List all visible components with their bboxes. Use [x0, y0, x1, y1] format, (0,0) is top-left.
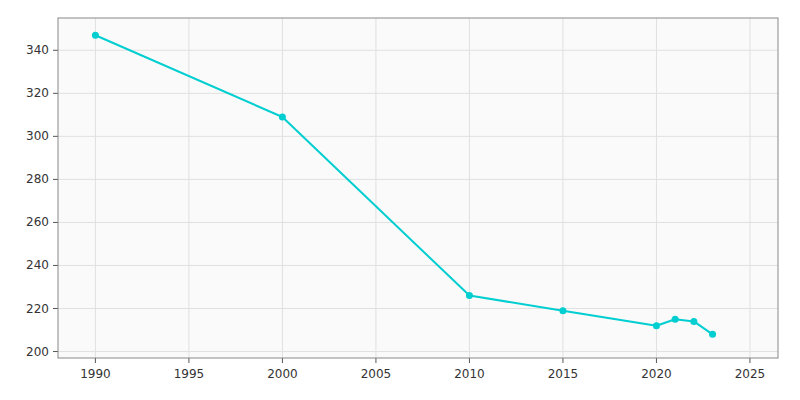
x-tick	[562, 358, 563, 363]
x-tick-label: 2000	[267, 367, 298, 381]
x-tick	[749, 358, 750, 363]
x-tick-label: 2025	[735, 367, 766, 381]
x-tick-label: 1995	[174, 367, 205, 381]
y-tick-label: 280	[26, 172, 49, 186]
point	[653, 322, 660, 329]
y-tick	[53, 351, 58, 352]
x-tick-label: 2020	[641, 367, 672, 381]
y-grid-line	[58, 179, 778, 180]
point	[279, 113, 286, 120]
x-tick	[188, 358, 189, 363]
chart-container: 1990 1995 2000 2005 2010 2015 2020 2025 200 220 24…	[0, 0, 800, 400]
series	[92, 32, 716, 338]
point	[92, 32, 99, 39]
y-tick-label: 340	[26, 43, 49, 57]
x-tick-label: 2005	[361, 367, 392, 381]
y-grid-line	[58, 222, 778, 223]
x-tick	[469, 358, 470, 363]
line	[95, 35, 712, 334]
y-tick	[53, 308, 58, 309]
y-tick-label: 220	[26, 302, 49, 316]
y-tick-label: 200	[26, 345, 49, 359]
grid	[58, 18, 778, 358]
x-grid-line	[562, 18, 563, 358]
x-tick-label: 1990	[80, 367, 111, 381]
y-grid-line	[58, 50, 778, 51]
y-tick-label: 240	[26, 258, 49, 272]
y-tick-label: 260	[26, 215, 49, 229]
y-grid-line	[58, 308, 778, 309]
x-grid-line	[656, 18, 657, 358]
y-tick-label: 300	[26, 129, 49, 143]
point	[672, 316, 679, 323]
chart-svg: 1990 1995 2000 2005 2010 2015 2020 2025 200 220 24…	[0, 0, 800, 400]
x-grid-line	[188, 18, 189, 358]
x-tick-label: 2015	[548, 367, 579, 381]
y-tick	[53, 136, 58, 137]
y-grid-line	[58, 351, 778, 352]
y-tick	[53, 265, 58, 266]
x-tick	[282, 358, 283, 363]
y-grid-line	[58, 265, 778, 266]
y-tick	[53, 50, 58, 51]
x-grid-line	[469, 18, 470, 358]
plot-background	[58, 18, 778, 358]
x-tick	[375, 358, 376, 363]
point	[559, 307, 566, 314]
x-tick	[95, 358, 96, 363]
y-tick-label: 320	[26, 86, 49, 100]
y-tick	[53, 93, 58, 94]
x-grid-line	[749, 18, 750, 358]
x-tick	[656, 358, 657, 363]
x-grid-line	[95, 18, 96, 358]
y-grid-line	[58, 136, 778, 137]
y-tick	[53, 222, 58, 223]
point	[709, 331, 716, 338]
x-tick-label: 2010	[454, 367, 485, 381]
y-tick	[53, 179, 58, 180]
y-grid-line	[58, 93, 778, 94]
axes: 1990 1995 2000 2005 2010 2015 2020 2025 200 220 24…	[26, 18, 778, 381]
point	[466, 292, 473, 299]
plot-frame	[58, 18, 778, 358]
point	[690, 318, 697, 325]
x-grid-line	[375, 18, 376, 358]
x-grid-line	[282, 18, 283, 358]
